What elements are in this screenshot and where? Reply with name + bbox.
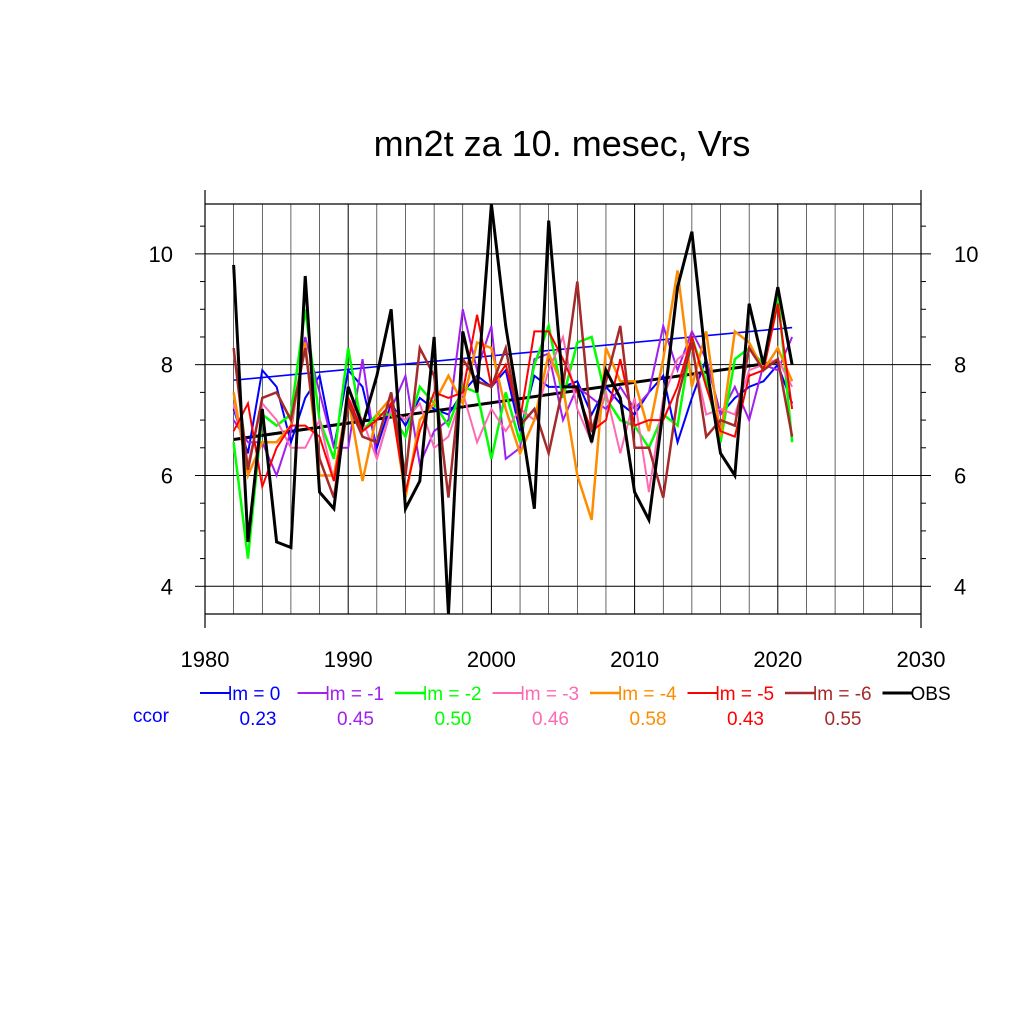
y-tick-label-left: 6	[161, 463, 173, 488]
y-tick-label-left: 10	[149, 242, 173, 267]
legend-label: lm = -5	[716, 684, 775, 705]
legend-label: lm = -6	[813, 684, 872, 705]
axis-ticks	[195, 225, 931, 587]
ccor-value: 0.46	[532, 709, 569, 730]
legend: lm = 0 lm = -1 lm = -2 lm = -3 lm = -4 lm = -…	[133, 684, 951, 730]
legend-label: lm = 0	[228, 684, 280, 705]
tick-labels: 4 4 6 6 8 8 10 10 1980 1990 2000 2010 2020 2030	[149, 242, 979, 672]
x-tick-label: 2010	[610, 647, 659, 672]
ccor-value: 0.58	[630, 709, 667, 730]
legend-label: lm = -2	[423, 684, 482, 705]
chart-title: mn2t za 10. mesec, Vrs	[374, 123, 751, 164]
plot-frame	[204, 190, 922, 628]
legend-label: lm = -3	[521, 684, 580, 705]
ccor-label: ccor	[133, 706, 170, 727]
ccor-value: 0.55	[825, 709, 862, 730]
series-line	[232, 281, 794, 499]
trend-line-lm-0	[233, 326, 793, 381]
x-tick-label: 2000	[467, 647, 516, 672]
ccor-value: 0.23	[240, 709, 277, 730]
data-series	[232, 203, 794, 615]
series-line	[232, 309, 794, 479]
x-tick-label: 1980	[181, 647, 230, 672]
legend-label: OBS	[911, 684, 951, 705]
y-tick-label-right: 4	[954, 574, 966, 599]
trend-line-obs	[233, 360, 779, 441]
x-tick-label: 1990	[324, 647, 373, 672]
ccor-value: 0.50	[435, 709, 472, 730]
series-line	[232, 203, 794, 615]
legend-label: lm = -1	[326, 684, 385, 705]
y-tick-label-right: 8	[954, 353, 966, 378]
y-tick-label-left: 8	[161, 353, 173, 378]
ccor-value: 0.45	[337, 709, 374, 730]
y-tick-label-right: 10	[954, 242, 978, 267]
x-tick-label: 2030	[897, 647, 946, 672]
trend-lines	[233, 326, 793, 441]
ccor-value: 0.43	[727, 709, 764, 730]
y-tick-label-right: 6	[954, 463, 966, 488]
y-tick-label-left: 4	[161, 574, 173, 599]
legend-label: lm = -4	[618, 684, 677, 705]
x-tick-label: 2020	[753, 647, 802, 672]
